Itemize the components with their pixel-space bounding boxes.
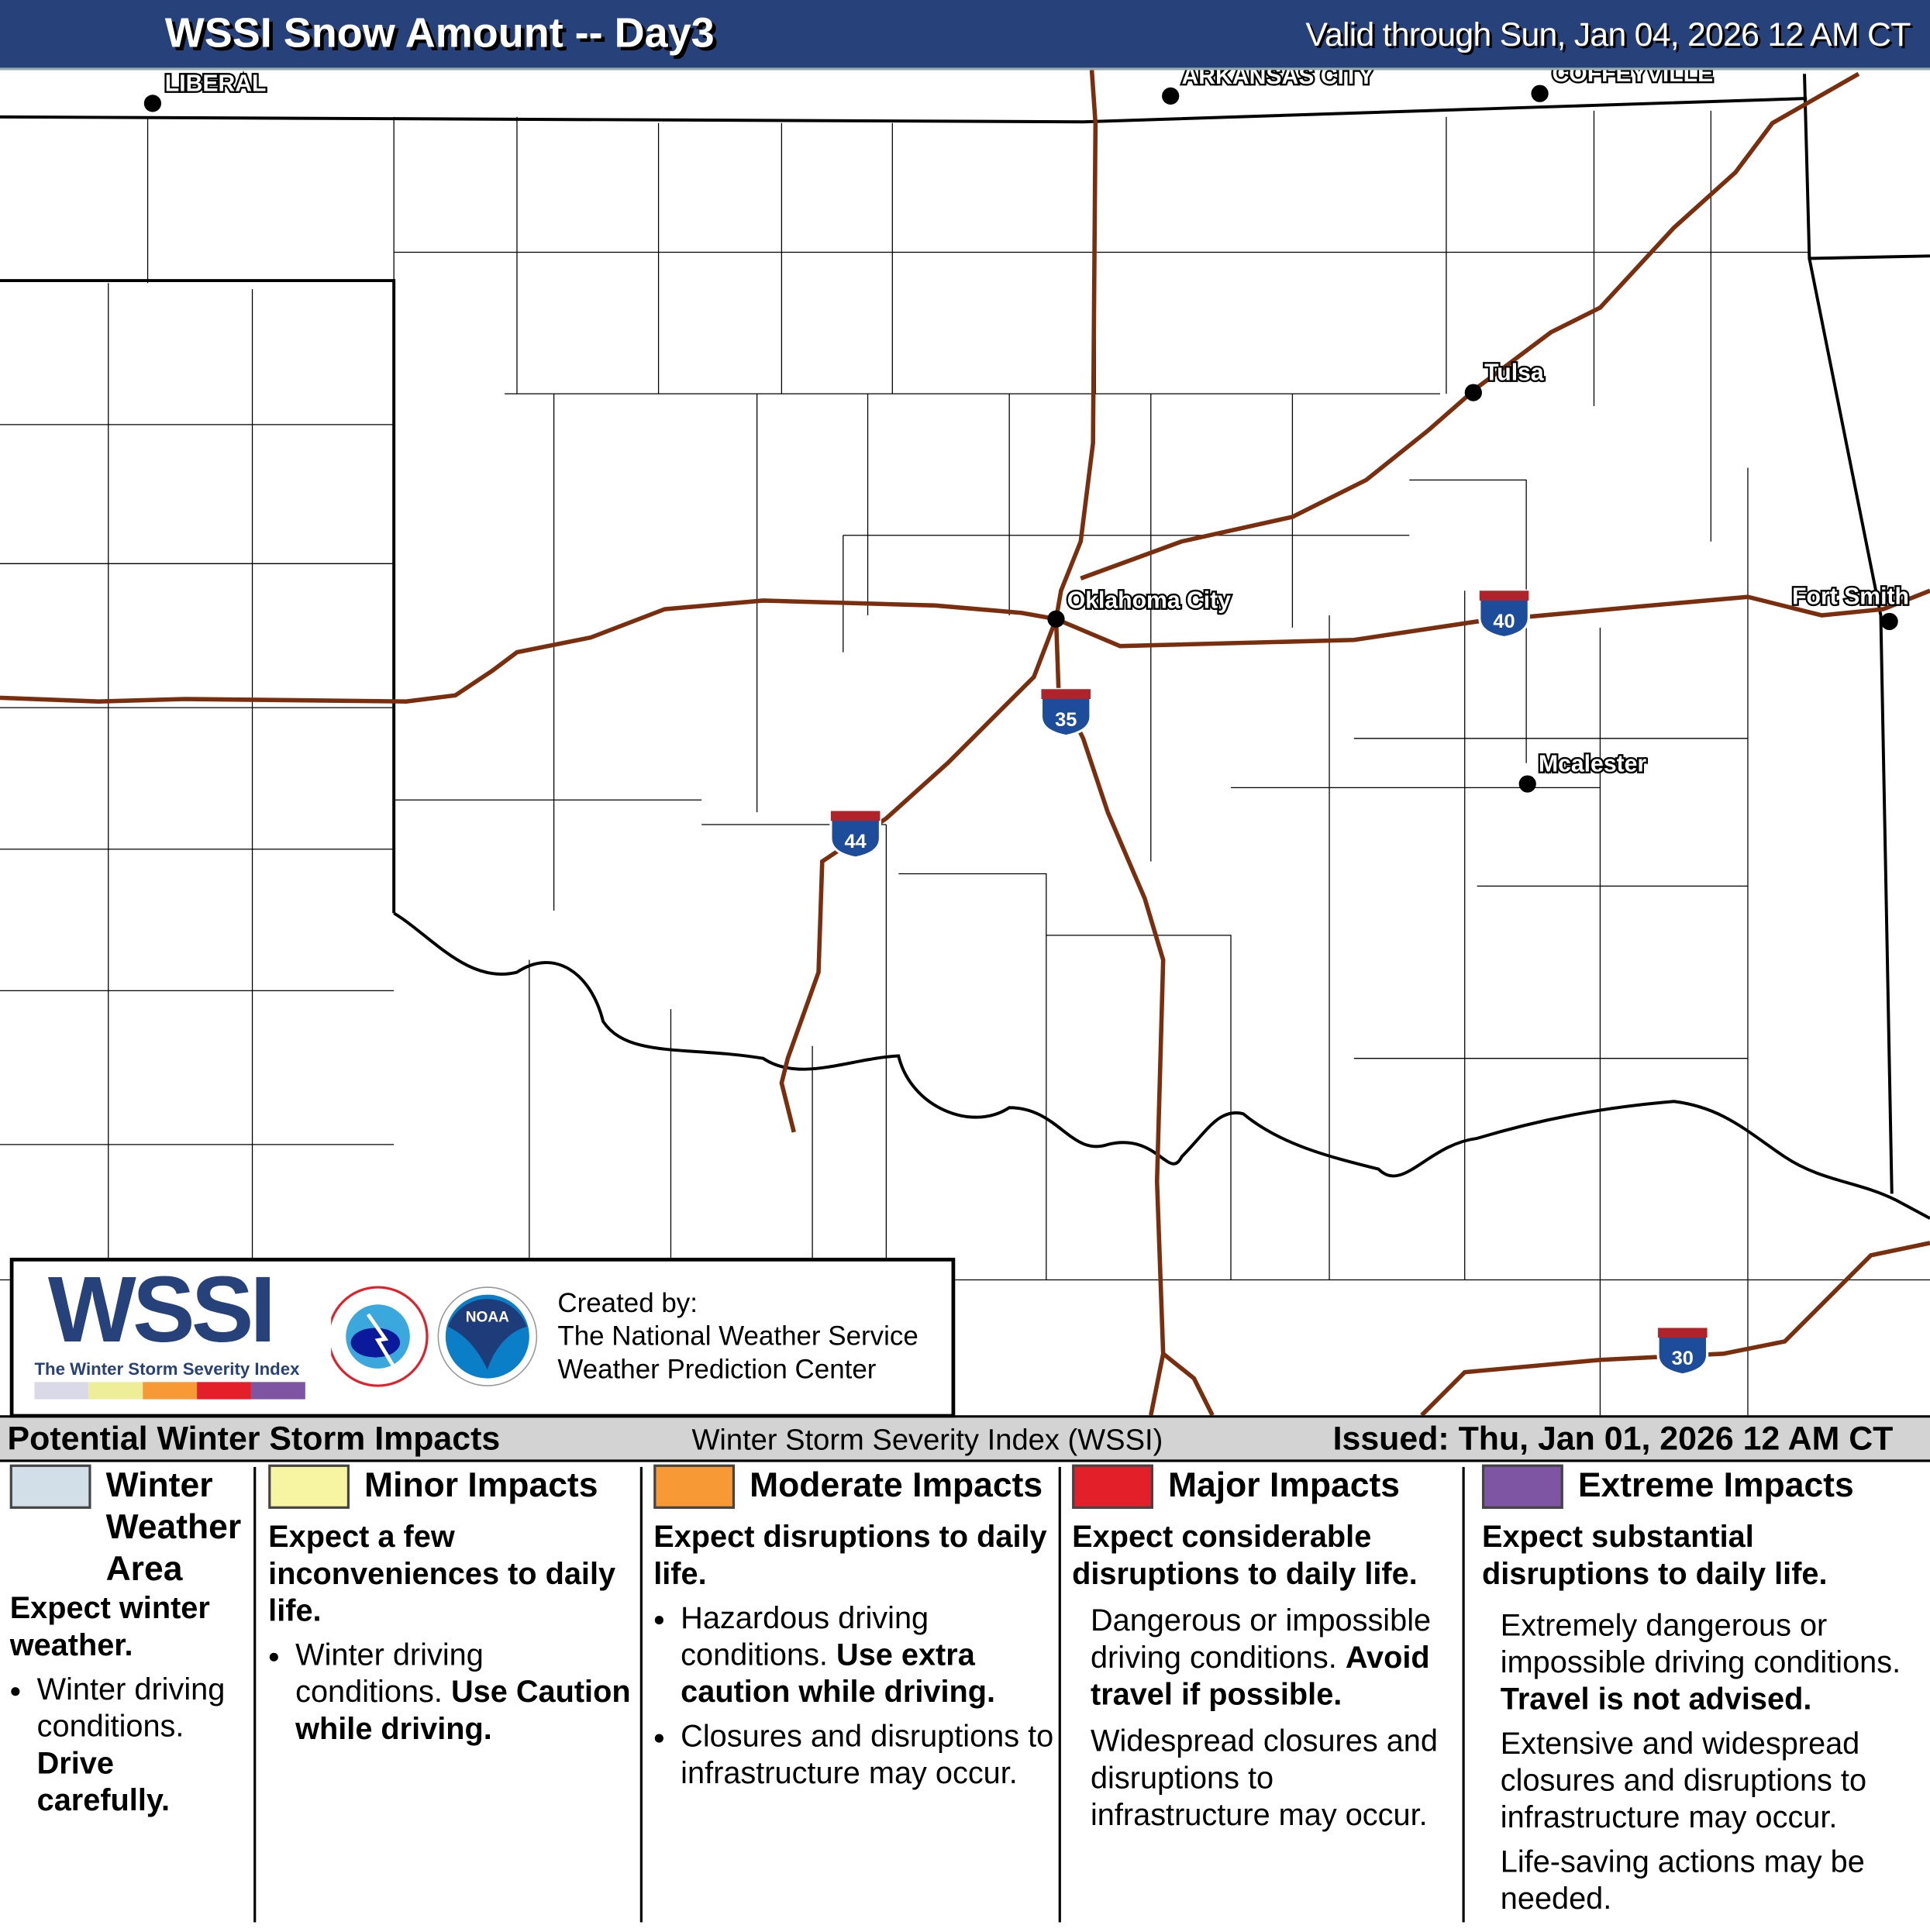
category-name: Moderate Impacts <box>750 1465 1043 1504</box>
cities: LIBERAL ARKANSAS CITY COFFEYVILLE Tulsa … <box>143 71 1911 793</box>
city-dot <box>1162 87 1180 105</box>
category-summary: Expect disruptions to daily life. <box>653 1520 1047 1592</box>
valid-time: Valid through Sun, Jan 04, 2026 12 AM CT <box>1305 15 1911 53</box>
bullet-bold: Travel is not advised. <box>1500 1682 1812 1717</box>
category-name: Winter Weather Area <box>105 1465 242 1588</box>
category-summary: Expect a few inconveniences to daily lif… <box>268 1520 616 1628</box>
category-moderate: Moderate Impacts Expect disruptions to d… <box>653 1464 1054 1923</box>
scale-swatch <box>34 1382 89 1400</box>
nws-noaa-logos: NOAA <box>331 1286 538 1387</box>
i35-shield: 35 <box>1039 687 1092 738</box>
noaa-text: NOAA <box>466 1310 509 1326</box>
us69-route <box>1161 1352 1215 1416</box>
i30-route <box>1420 1241 1930 1416</box>
divider <box>639 1466 643 1923</box>
title-bar: WSSI Snow Amount -- Day3 Valid through S… <box>0 0 1930 71</box>
i44-ne-route <box>1080 71 1860 580</box>
interstate-highways <box>0 70 1930 1416</box>
city-dot <box>1047 610 1065 628</box>
logo-box: WSSI The Winter Storm Severity Index NOA… <box>9 1257 956 1418</box>
swatch <box>653 1464 736 1509</box>
i44-label: 44 <box>845 831 867 852</box>
category-name: Major Impacts <box>1168 1465 1401 1504</box>
category-minor: Minor Impacts Expect a few inconvenience… <box>268 1464 637 1923</box>
created-by-label: Created by: <box>557 1287 698 1318</box>
city-liberal: LIBERAL <box>165 71 267 97</box>
category-summary: Expect considerable disruptions to daily… <box>1072 1520 1418 1592</box>
credits: Created by: The National Weather Service… <box>557 1286 918 1386</box>
issued-time: Issued: Thu, Jan 01, 2026 12 AM CT <box>1332 1420 1894 1458</box>
bullet-bold: Use Caution while driving. <box>295 1675 631 1747</box>
i35-route <box>1053 70 1166 1416</box>
i35-label: 35 <box>1055 709 1077 731</box>
city-dot <box>1880 612 1898 631</box>
bullet-text: Widespread closures and disruptions to i… <box>1090 1724 1438 1833</box>
bullet-text: Extensive and widespread closures and di… <box>1500 1726 1867 1835</box>
category-name: Minor Impacts <box>364 1465 598 1504</box>
wssi-wordmark: WSSI <box>47 1257 276 1362</box>
scale-swatch <box>143 1382 198 1400</box>
swatch <box>1072 1464 1153 1509</box>
org-wpc: Weather Prediction Center <box>557 1353 877 1385</box>
swatch <box>1481 1464 1563 1509</box>
city-coffeyville: COFFEYVILLE <box>1552 71 1713 87</box>
bullet-bold: Avoid travel if possible. <box>1090 1640 1430 1712</box>
bullet-text: Dangerous or impossible driving conditio… <box>1090 1603 1432 1675</box>
i40-route <box>0 588 1930 704</box>
bullet-text: Closures and disruptions to infrastructu… <box>681 1719 1054 1791</box>
legend-title: Potential Winter Storm Impacts <box>7 1420 501 1458</box>
i44-shield: 44 <box>829 809 882 859</box>
i40-label: 40 <box>1493 611 1515 632</box>
city-fort-smith: Fort Smith <box>1792 584 1909 610</box>
city-dot <box>1464 384 1482 401</box>
map-canvas: 40 35 44 30 LIBERAL ARKANSAS CITY COFFEY… <box>0 70 1930 1416</box>
legend-header: Potential Winter Storm Impacts Winter St… <box>0 1417 1930 1462</box>
bullet-bold: Use extra caution while driving. <box>681 1638 996 1710</box>
noaa-logo-icon: NOAA <box>437 1286 538 1386</box>
bullet-text: Winter driving conditions. <box>36 1672 226 1744</box>
interstate-shields: 40 35 44 30 <box>829 589 1709 1376</box>
impacts-legend: Potential Winter Storm Impacts Winter St… <box>0 1415 1930 1932</box>
category-summary: Expect substantial disruptions to daily … <box>1481 1520 1828 1592</box>
i30-label: 30 <box>1672 1348 1694 1369</box>
legend-subtitle: Winter Storm Severity Index (WSSI) <box>691 1424 1163 1458</box>
bullet-text: Hazardous driving conditions. <box>681 1601 929 1673</box>
category-extreme: Extreme Impacts Expect substantial disru… <box>1481 1464 1925 1923</box>
city-arkansas-city: ARKANSAS CITY <box>1181 71 1373 89</box>
map-title: WSSI Snow Amount -- Day3 <box>164 9 715 57</box>
bullet-text: Winter driving conditions. <box>295 1638 484 1710</box>
swatch <box>9 1464 91 1509</box>
scale-swatch <box>250 1382 305 1400</box>
bullet-bold: Drive carefully. <box>36 1746 171 1818</box>
scale-swatch <box>197 1382 251 1400</box>
category-summary: Expect winter weather. <box>9 1591 210 1663</box>
city-dot <box>1531 84 1549 102</box>
org-nws: The National Weather Service <box>557 1320 918 1352</box>
scale-swatch <box>88 1382 143 1400</box>
i40-shield: 40 <box>1478 589 1530 639</box>
divider <box>1058 1466 1061 1923</box>
state-borders <box>0 74 1930 1220</box>
city-dot <box>143 95 162 112</box>
divider <box>1462 1466 1465 1923</box>
wssi-color-scale <box>34 1382 305 1400</box>
wssi-tagline: The Winter Storm Severity Index <box>34 1359 300 1379</box>
swatch <box>268 1464 350 1509</box>
category-name: Extreme Impacts <box>1577 1465 1854 1504</box>
city-tulsa: Tulsa <box>1484 360 1544 386</box>
category-major: Major Impacts Expect considerable disrup… <box>1072 1464 1460 1923</box>
i44-route <box>779 618 1059 1133</box>
city-dot <box>1518 775 1536 793</box>
category-winter-weather-area: Winter Weather Area Expect winter weathe… <box>9 1464 251 1923</box>
nws-logo-icon <box>331 1286 429 1387</box>
city-oklahoma-city: Oklahoma City <box>1067 587 1231 613</box>
bullet-text: Extremely dangerous or impossible drivin… <box>1500 1608 1901 1680</box>
city-mcalester: Mcalester <box>1539 752 1646 777</box>
divider <box>253 1466 257 1923</box>
i30-shield: 30 <box>1656 1326 1709 1376</box>
bullet-text: Life-saving actions may be needed. <box>1500 1844 1865 1917</box>
